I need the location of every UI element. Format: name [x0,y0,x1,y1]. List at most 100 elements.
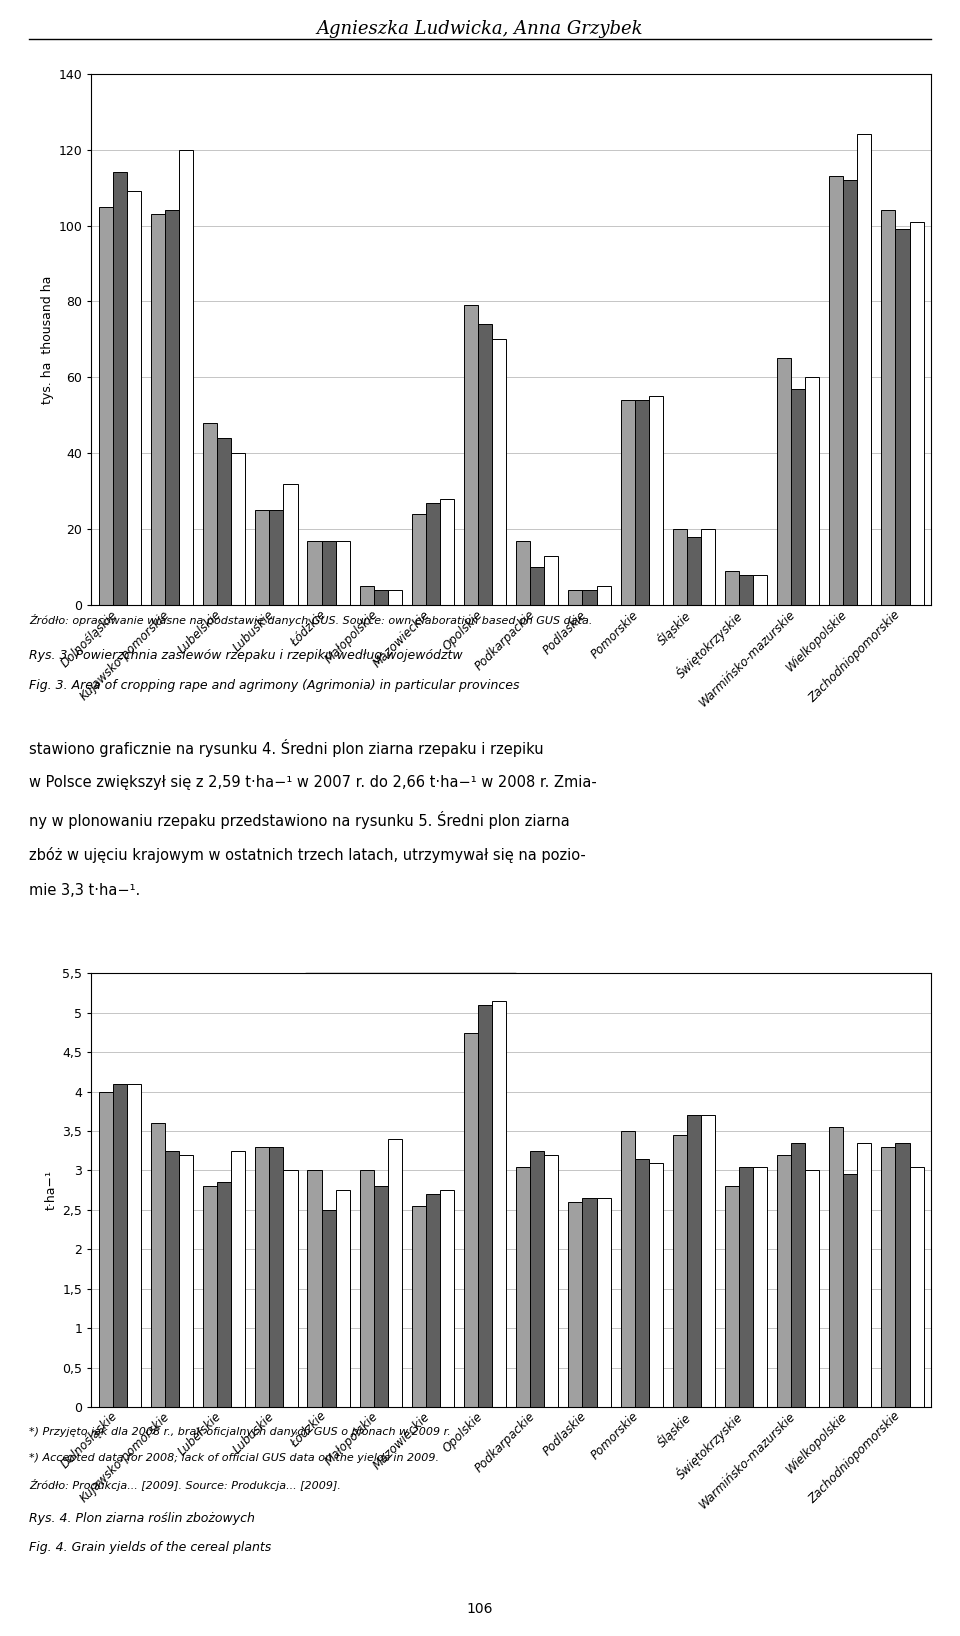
Bar [322,542,336,605]
Bar [180,149,193,605]
Bar [544,1155,559,1407]
Bar [739,1166,753,1407]
Bar [620,1130,635,1407]
Bar [360,1170,373,1407]
Bar [777,358,791,605]
Bar [113,172,127,605]
Y-axis label: t·ha−¹: t·ha−¹ [45,1170,58,1211]
Bar [492,1001,506,1407]
Bar [673,530,686,605]
Text: Fig. 4. Grain yields of the cereal plants: Fig. 4. Grain yields of the cereal plant… [29,1541,271,1554]
Text: *) Accepted data for 2008; lack of official GUS data on the yields in 2009.: *) Accepted data for 2008; lack of offic… [29,1453,439,1463]
Text: stawiono graficznie na rysunku 4. Średni plon ziarna rzepaku i rzepiku: stawiono graficznie na rysunku 4. Średni… [29,739,543,757]
Bar [596,1198,611,1407]
Bar [283,1170,298,1407]
Bar [857,1144,872,1407]
Bar [99,206,113,605]
Bar [896,1144,909,1407]
Bar [516,542,530,605]
Text: Źródło: Produkcja... [2009]. Source: Produkcja... [2009].: Źródło: Produkcja... [2009]. Source: Pro… [29,1479,341,1490]
Text: w Polsce zwiększył się z 2,59 t·ha−¹ w 2007 r. do 2,66 t·ha−¹ w 2008 r. Zmia-: w Polsce zwiększył się z 2,59 t·ha−¹ w 2… [29,775,596,790]
Bar [635,1158,649,1407]
Bar [99,1091,113,1407]
Bar [127,1083,141,1407]
Bar [336,1191,349,1407]
Bar [568,1202,583,1407]
Bar [673,1135,686,1407]
Text: Rys. 3. Powierzchnia zasiewów rzepaku i rzepiku według województw: Rys. 3. Powierzchnia zasiewów rzepaku i … [29,649,463,663]
Bar [843,1175,857,1407]
Bar [204,424,217,605]
Bar [307,542,322,605]
Bar [255,510,270,605]
Text: 106: 106 [467,1602,493,1616]
Bar [217,438,231,605]
Bar [231,453,246,605]
Bar [440,499,454,605]
Bar [805,1170,819,1407]
Text: Fig. 3. Area of cropping rape and agrimony (Agrimonia) in particular provinces: Fig. 3. Area of cropping rape and agrimo… [29,679,519,692]
Bar [909,1166,924,1407]
Bar [360,586,373,605]
Bar [805,378,819,605]
Bar [857,134,872,605]
Bar [843,180,857,605]
Bar [336,542,349,605]
Text: Rys. 4. Plon ziarna roślin zbożowych: Rys. 4. Plon ziarna roślin zbożowych [29,1512,254,1525]
Bar [426,502,440,605]
Bar [686,537,701,605]
Bar [322,1211,336,1407]
Bar [388,1139,402,1407]
Bar [373,591,388,605]
Bar [440,1191,454,1407]
Bar [530,568,544,605]
Bar [739,574,753,605]
Bar [649,396,662,605]
Bar [478,1005,492,1407]
Bar [620,401,635,605]
Bar [516,1166,530,1407]
Bar [217,1183,231,1407]
Bar [829,1127,843,1407]
Text: zbóż w ujęciu krajowym w ostatnich trzech latach, utrzymywał się na pozio-: zbóż w ujęciu krajowym w ostatnich trzec… [29,847,586,864]
Bar [165,211,180,605]
Legend: 2007, 2008, 2009: 2007, 2008, 2009 [303,973,517,1000]
Bar [753,574,767,605]
Bar [165,1150,180,1407]
Bar [649,1163,662,1407]
Bar [426,1194,440,1407]
Bar [464,306,478,605]
Bar [753,1166,767,1407]
Bar [127,191,141,605]
Bar [881,1147,896,1407]
Text: mie 3,3 t·ha−¹.: mie 3,3 t·ha−¹. [29,883,140,898]
Bar [270,510,283,605]
Bar [596,586,611,605]
Bar [881,211,896,605]
Bar [777,1155,791,1407]
Bar [701,1116,715,1407]
Bar [388,591,402,605]
Bar [373,1186,388,1407]
Bar [151,1124,165,1407]
Text: Agnieszka Ludwicka, Anna Grzybek: Agnieszka Ludwicka, Anna Grzybek [317,20,643,39]
Text: *) Przyjęto jak dla 2008 r., brak oficjalnych danych GUS o plonach w 2009 r.: *) Przyjęto jak dla 2008 r., brak oficja… [29,1427,450,1436]
Bar [412,1206,426,1407]
Bar [412,514,426,605]
Bar [204,1186,217,1407]
Bar [725,571,739,605]
Bar [255,1147,270,1407]
Text: ny w plonowaniu rzepaku przedstawiono na rysunku 5. Średni plon ziarna: ny w plonowaniu rzepaku przedstawiono na… [29,811,569,829]
Bar [270,1147,283,1407]
Bar [896,229,909,605]
Bar [568,591,583,605]
Bar [180,1155,193,1407]
Bar [583,1198,596,1407]
Bar [583,591,596,605]
Bar [686,1116,701,1407]
Bar [113,1083,127,1407]
Bar [492,339,506,605]
Bar [544,556,559,605]
Bar [635,401,649,605]
Bar [530,1150,544,1407]
